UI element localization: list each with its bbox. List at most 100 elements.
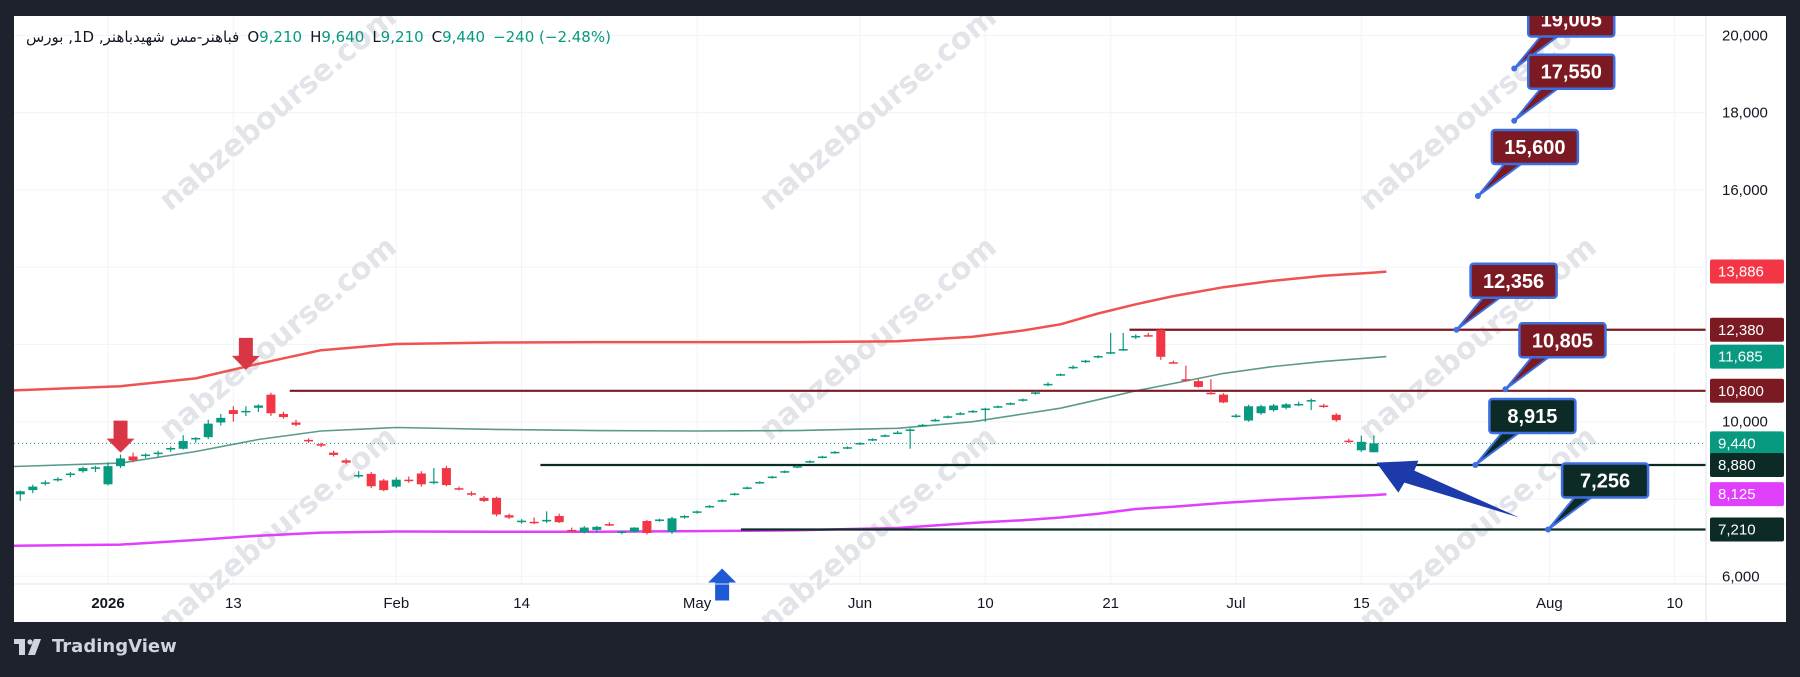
callout-pointer: [1547, 494, 1596, 531]
candle: [90, 465, 100, 472]
candle-body: [767, 476, 777, 479]
symbol-name: فباهنر-مس شهیدباهنر, 1D, بورس: [26, 28, 240, 46]
candle-body: [1269, 405, 1279, 411]
callout-anchor-dot: [1511, 65, 1518, 72]
callout-box: [1526, 53, 1616, 90]
candle: [805, 460, 815, 464]
target-value: 10,805: [1532, 330, 1593, 352]
candle-body: [379, 480, 389, 491]
candle-body: [842, 447, 852, 449]
price-tag-box: [1710, 378, 1784, 403]
watermark-text: nabzebourse.com: [752, 229, 1003, 448]
candle: [1319, 403, 1329, 408]
candle-body: [1156, 329, 1166, 357]
candle-body: [792, 466, 802, 468]
candle-body: [266, 394, 276, 414]
candle: [278, 411, 288, 419]
candle-body: [1319, 405, 1329, 408]
candlestick-series[interactable]: [15, 328, 1379, 535]
price-tag-box: [1710, 317, 1784, 342]
callout-box: [1469, 262, 1558, 300]
candle-body: [855, 442, 865, 445]
price-chart[interactable]: nabzebourse.com nabzebourse.com nabzebours…: [14, 16, 1786, 622]
watermark-text: nabzebourse.com: [1352, 16, 1603, 218]
candle-body: [141, 454, 151, 457]
candle: [767, 475, 777, 479]
candle-body: [103, 466, 113, 485]
candle-body: [216, 417, 226, 423]
candle-body: [1281, 404, 1291, 408]
candle-body: [742, 487, 752, 489]
target-callout: 7,256: [1545, 462, 1650, 533]
watermark-text: nabzebourse.com: [752, 16, 1003, 218]
candle: [893, 430, 903, 435]
candle-body: [993, 406, 1003, 408]
target-value: 15,600: [1504, 137, 1565, 159]
open-label: O: [247, 28, 260, 46]
watermark-text: nabzebourse.com: [152, 229, 403, 448]
candle: [191, 437, 201, 443]
candle: [28, 484, 38, 494]
candle-body: [1231, 415, 1241, 418]
candle-body: [316, 444, 326, 446]
candle: [316, 442, 326, 448]
candle-body: [291, 422, 301, 425]
candle-body: [116, 458, 126, 467]
candle: [341, 458, 351, 465]
candle: [855, 442, 865, 445]
x-tick-label: Jul: [1226, 595, 1245, 612]
candle: [65, 471, 75, 478]
candle: [203, 419, 213, 440]
callout-box: [1526, 16, 1616, 38]
candle: [755, 481, 765, 484]
price-tag: 8,125: [1710, 482, 1784, 507]
price-tag-box: [1710, 344, 1784, 369]
high-label: H: [310, 28, 322, 46]
candle-body: [492, 497, 502, 515]
callout-anchor-dot: [1511, 117, 1518, 124]
callout-anchor-dot: [1453, 326, 1460, 333]
candle-body: [667, 518, 677, 532]
candle-body: [78, 468, 88, 472]
candle: [153, 450, 163, 457]
candle: [366, 471, 376, 489]
candle: [53, 477, 63, 482]
candle: [842, 446, 852, 450]
candle-body: [692, 511, 702, 513]
candle: [15, 490, 25, 501]
x-tick-label: Feb: [383, 595, 409, 612]
candle: [542, 511, 552, 523]
callout-anchor-dot: [1545, 526, 1552, 533]
candle: [1118, 332, 1128, 352]
watermark-text: nabzebourse.com: [752, 419, 1003, 622]
candle-body: [241, 410, 251, 413]
callout-box: [1488, 397, 1577, 435]
candle-body: [755, 481, 765, 484]
candle: [78, 466, 88, 473]
candle-body: [1068, 366, 1078, 369]
candle-body: [642, 521, 652, 533]
chart-grid: [14, 16, 1706, 584]
footer-brand[interactable]: TradingView: [14, 636, 177, 657]
x-tick-label: 21: [1102, 595, 1119, 612]
price-tag-label: 8,880: [1718, 457, 1756, 474]
candle: [40, 480, 50, 486]
candle-body: [65, 473, 75, 476]
y-axis[interactable]: 6,000 10,000 16,000 18,000 20,000 13,886 11,68…: [1705, 16, 1784, 622]
target-value: 17,550: [1541, 62, 1602, 84]
candle: [1131, 334, 1141, 340]
candle-body: [153, 452, 163, 455]
price-tag-box: [1710, 452, 1784, 477]
candle-body: [705, 505, 715, 508]
candle: [567, 527, 577, 533]
watermark-text: nabzebourse.com: [152, 16, 403, 218]
candle: [1331, 413, 1341, 422]
candle: [517, 519, 527, 524]
candle-body: [366, 473, 376, 487]
callout-pointer: [1474, 429, 1523, 466]
candle-body: [1093, 356, 1103, 358]
candle: [416, 471, 426, 487]
candle-body: [817, 456, 827, 458]
candle: [1143, 332, 1153, 337]
candle: [742, 486, 752, 490]
